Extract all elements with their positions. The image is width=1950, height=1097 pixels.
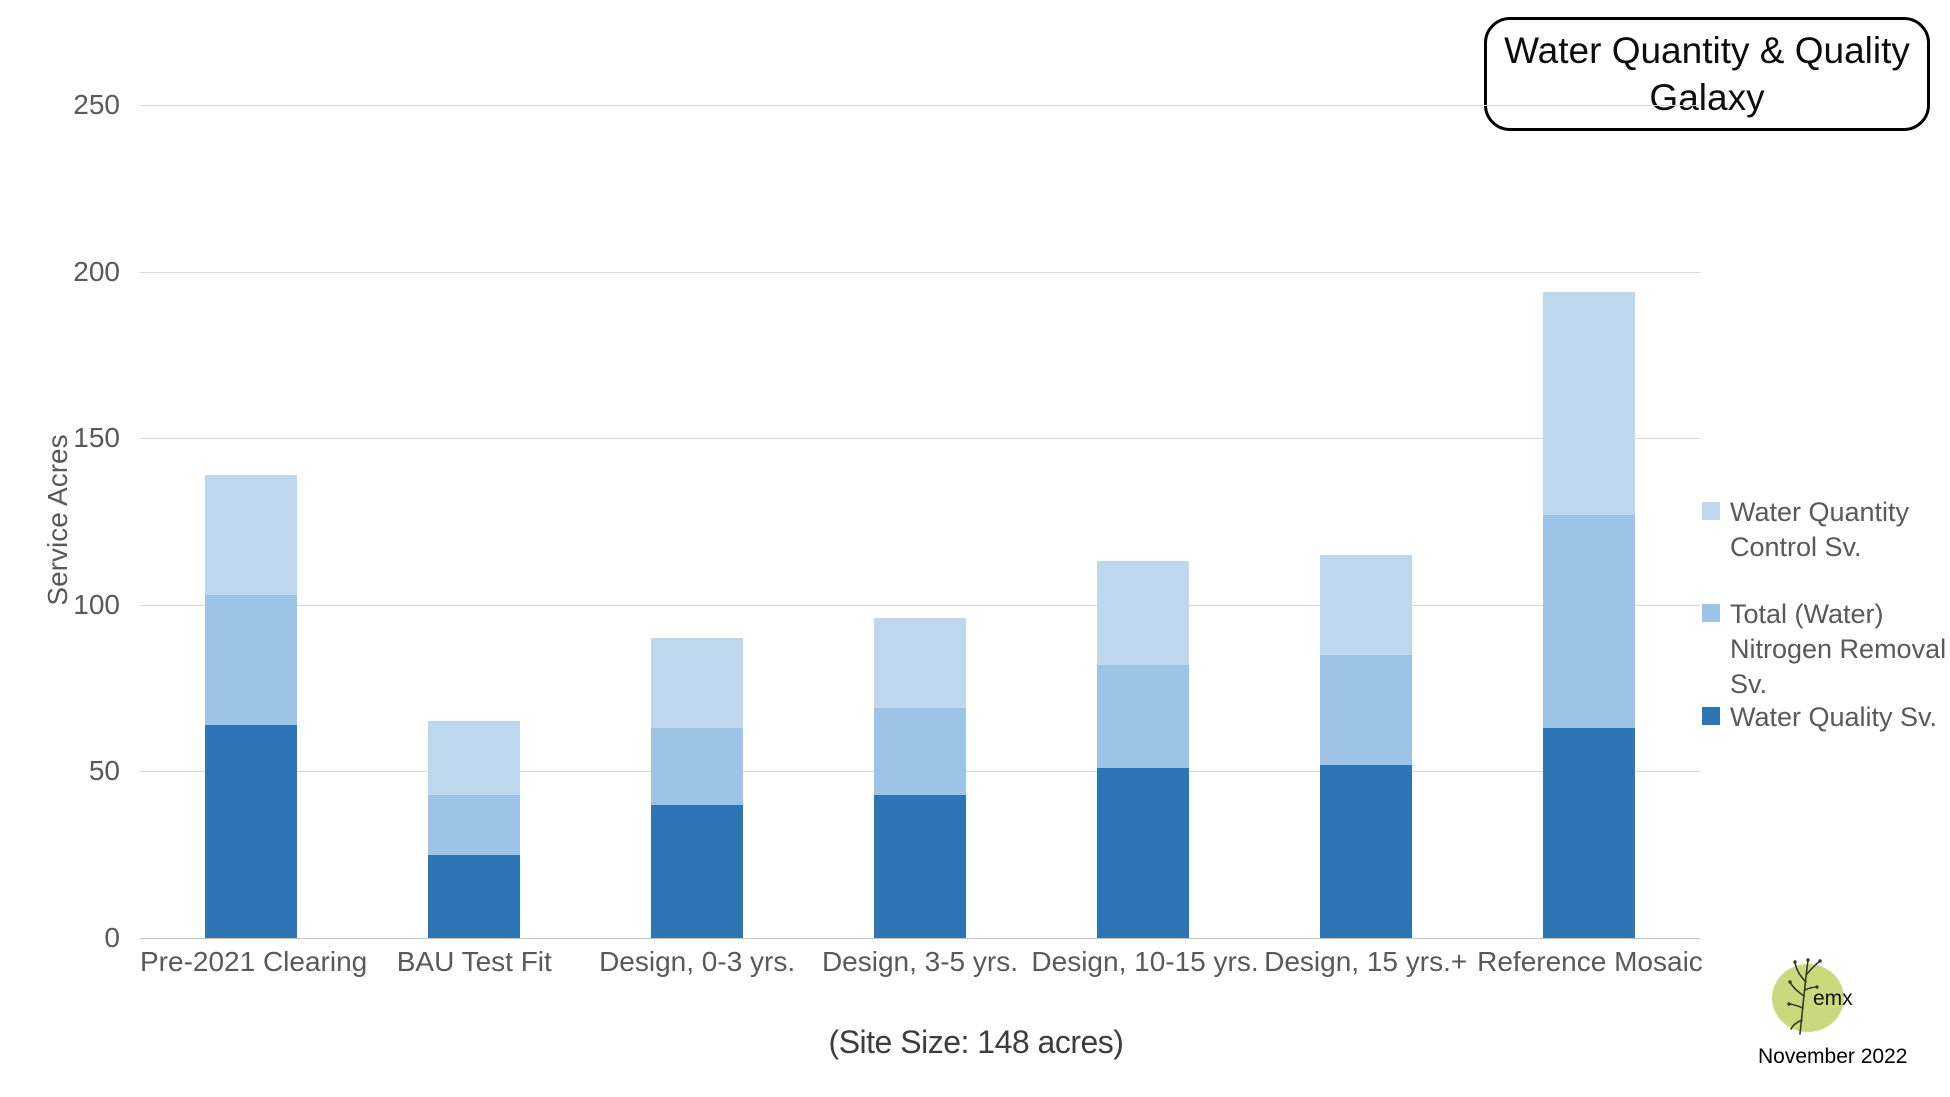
x-category-label: Design, 15 yrs.+ bbox=[1264, 946, 1468, 977]
bar-segment-series3-cat5 bbox=[1096, 561, 1189, 665]
y-tick-label: 250 bbox=[73, 89, 120, 120]
bar-segment-series1-cat3 bbox=[651, 804, 744, 938]
y-tick-label: 0 bbox=[104, 922, 120, 953]
bar-segment-series2-cat2 bbox=[428, 794, 521, 855]
bar-segment-series2-cat6 bbox=[1319, 654, 1412, 765]
bar-segment-series3-cat1 bbox=[205, 474, 298, 595]
legend-item: Water Quantity Control Sv. bbox=[1702, 495, 1950, 565]
legend-swatch bbox=[1702, 502, 1720, 520]
bar-segment-series3-cat6 bbox=[1319, 554, 1412, 655]
bar-segment-series2-cat7 bbox=[1542, 514, 1635, 729]
legend-swatch bbox=[1702, 707, 1720, 725]
bar-segment-series3-cat4 bbox=[874, 618, 966, 709]
chart-title-box: Water Quantity & Quality Galaxy bbox=[1484, 17, 1930, 131]
y-tick-label: 50 bbox=[88, 755, 120, 787]
bar-segment-series2-cat4 bbox=[874, 708, 966, 795]
chart-title-line1: Water Quantity & Quality bbox=[1504, 29, 1910, 71]
logo-leaf-dots bbox=[1787, 958, 1822, 1006]
y-gridline bbox=[140, 105, 1700, 106]
bar-segment-series1-cat1 bbox=[205, 724, 298, 938]
legend-label: Water Quantity Control Sv. bbox=[1730, 497, 1910, 563]
bar-segment-series1-cat6 bbox=[1319, 764, 1412, 938]
y-tick-label: 200 bbox=[73, 255, 120, 287]
site-size-caption: (Site Size: 148 acres) bbox=[828, 1024, 1124, 1060]
legend-item: Total (Water) Nitrogen Removal Sv. bbox=[1702, 597, 1950, 702]
bar-segment-series1-cat7 bbox=[1542, 728, 1635, 938]
bar-segment-series1-cat4 bbox=[874, 794, 966, 938]
x-axis-line bbox=[140, 938, 1700, 939]
bar-segment-series1-cat5 bbox=[1096, 768, 1189, 938]
emx-logo: emx bbox=[1772, 958, 1853, 1035]
bar-segment-series2-cat3 bbox=[651, 728, 744, 805]
bar-segment-series3-cat3 bbox=[651, 638, 744, 729]
y-gridline bbox=[140, 604, 1700, 606]
bar-segment-series1-cat2 bbox=[428, 854, 521, 938]
bar-segment-series2-cat5 bbox=[1096, 664, 1189, 769]
x-category-label: Design, 0-3 yrs. bbox=[599, 946, 796, 977]
y-axis-title: Service Acres bbox=[42, 434, 73, 606]
y-gridline bbox=[140, 271, 1700, 273]
logo-block: emx November 2022 bbox=[1758, 952, 1908, 1069]
x-category-label: BAU Test Fit bbox=[396, 946, 552, 977]
x-category-label: Design, 3-5 yrs. bbox=[821, 946, 1019, 977]
logo-emx-text: emx bbox=[1813, 987, 1853, 1010]
legend-swatch bbox=[1702, 604, 1720, 622]
y-gridline bbox=[140, 438, 1700, 440]
bar-segment-series3-cat2 bbox=[428, 721, 521, 795]
y-tick-label: 150 bbox=[73, 422, 120, 454]
bar-segment-series2-cat1 bbox=[205, 594, 298, 725]
x-category-label: Reference Mosaic bbox=[1477, 946, 1703, 977]
chart-title-line2: Galaxy bbox=[1649, 77, 1765, 118]
x-category-label: Pre-2021 Clearing bbox=[140, 946, 368, 977]
legend-label: Water Quality Sv. bbox=[1730, 702, 1938, 732]
footer-date: November 2022 bbox=[1758, 1045, 1908, 1068]
y-tick-label: 100 bbox=[73, 588, 120, 620]
legend-item: Water Quality Sv. bbox=[1702, 700, 1950, 735]
bar-segment-series3-cat7 bbox=[1542, 291, 1635, 515]
x-category-label: Design, 10-15 yrs. bbox=[1031, 946, 1259, 977]
legend-label: Total (Water) Nitrogen Removal Sv. bbox=[1730, 599, 1947, 700]
